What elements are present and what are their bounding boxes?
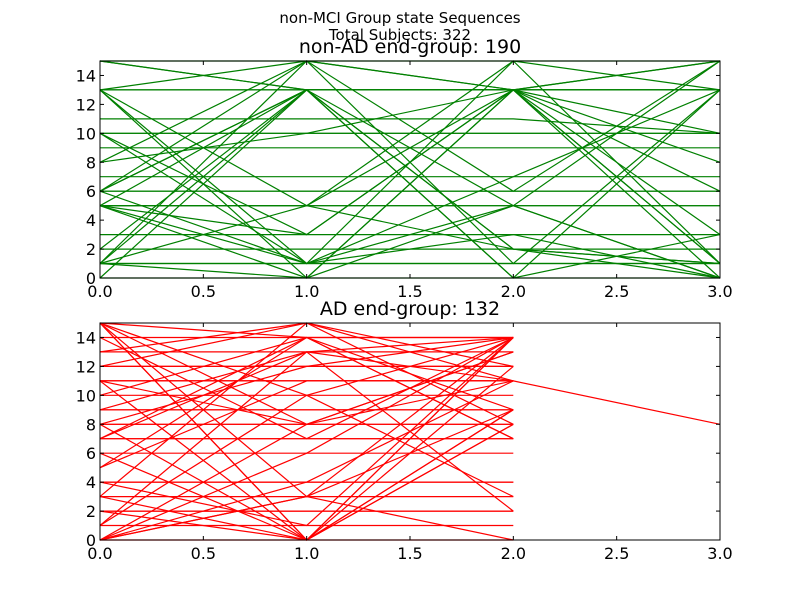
bottom-xtick-label: 2.0	[501, 544, 526, 563]
top-ytick-label: 12	[76, 95, 96, 114]
top-series-line-s38	[99, 60, 721, 265]
top-subplot-lines	[99, 60, 721, 279]
top-xtick-label: 2.0	[501, 282, 526, 301]
top-series-line-s41	[99, 89, 721, 279]
top-ytick-label: 0	[86, 269, 96, 288]
bottom-xtick-label: 1.0	[294, 544, 319, 563]
top-xtick-label: 1.0	[294, 282, 319, 301]
top-subplot-ticks: 0.0 0.5 1.0 1.5 2.0 2.5 3.0 0 2 4 6 8 10 12 14	[76, 61, 733, 301]
bottom-ytick-label: 0	[86, 531, 96, 550]
top-subplot: non-AD end-group: 190 0.0 0.5 1.0 1.5 2.0 2.5…	[76, 36, 733, 301]
top-series-line-s34	[99, 60, 721, 279]
top-series-line-s42	[99, 89, 721, 279]
bottom-subplot: AD end-group: 132 0.0 0.5 1.0 1.5 2.0 2.5 3.00…	[76, 298, 733, 563]
bottom-ytick-label: 4	[86, 473, 96, 492]
top-series-line-s28	[99, 89, 720, 192]
bottom-ytick-label: 6	[86, 444, 96, 463]
top-ytick-label: 6	[86, 182, 96, 201]
bottom-series-line-r41	[99, 336, 514, 527]
bottom-series-line-r23	[99, 322, 514, 541]
bottom-xtick-label: 0.5	[191, 544, 216, 563]
bottom-series-line-r53	[99, 336, 514, 440]
top-xtick-label: 0.0	[87, 282, 112, 301]
bottom-subplot-title: AD end-group: 132	[320, 298, 500, 320]
figure-title-line1: non-MCI Group state Sequences	[279, 9, 520, 27]
bottom-xtick-label: 1.5	[397, 544, 422, 563]
top-xtick-label: 2.5	[604, 282, 629, 301]
bottom-ytick-label: 10	[76, 386, 96, 405]
top-ytick-label: 10	[76, 124, 96, 143]
bottom-subplot-ticks: 0.0 0.5 1.0 1.5 2.0 2.5 3.0 0 2 4 6 8 10 12 14	[76, 323, 733, 563]
bottom-series-line-r52	[99, 336, 514, 526]
top-ytick-label: 2	[86, 240, 96, 259]
bottom-subplot-lines	[99, 322, 721, 541]
top-ytick-label: 4	[86, 211, 96, 230]
top-series-line-s27	[99, 60, 721, 192]
bottom-subplot-frame	[99, 322, 721, 541]
bottom-ytick-label: 14	[76, 328, 96, 347]
top-xtick-label: 3.0	[707, 282, 732, 301]
top-subplot-title: non-AD end-group: 190	[299, 36, 521, 58]
top-ytick-label: 8	[86, 153, 96, 172]
bottom-xtick-label: 0.0	[87, 544, 112, 563]
top-subplot-frame	[99, 60, 721, 279]
bottom-series-line-r48	[99, 322, 514, 541]
bottom-series-line-r47	[99, 322, 514, 541]
bottom-series-line-r44	[99, 380, 514, 541]
top-ytick-label: 14	[76, 66, 96, 85]
bottom-series-line-r49	[99, 380, 514, 541]
bottom-xtick-label: 2.5	[604, 544, 629, 563]
top-series-line-s32	[99, 60, 721, 207]
figure-title-line2: Total Subjects: 322	[328, 26, 471, 44]
bottom-series-line-r38	[99, 337, 514, 527]
bottom-ytick-label: 12	[76, 357, 96, 376]
bottom-series-line-r42	[99, 351, 514, 541]
bottom-xtick-label: 3.0	[707, 544, 732, 563]
top-xtick-label: 1.5	[397, 282, 422, 301]
top-series-line-s40	[99, 60, 721, 265]
bottom-ytick-label: 2	[86, 502, 96, 521]
top-xtick-label: 0.5	[191, 282, 216, 301]
top-series-line-s29	[99, 60, 721, 192]
top-series-line-s24	[99, 132, 721, 279]
bottom-ytick-label: 8	[86, 415, 96, 434]
